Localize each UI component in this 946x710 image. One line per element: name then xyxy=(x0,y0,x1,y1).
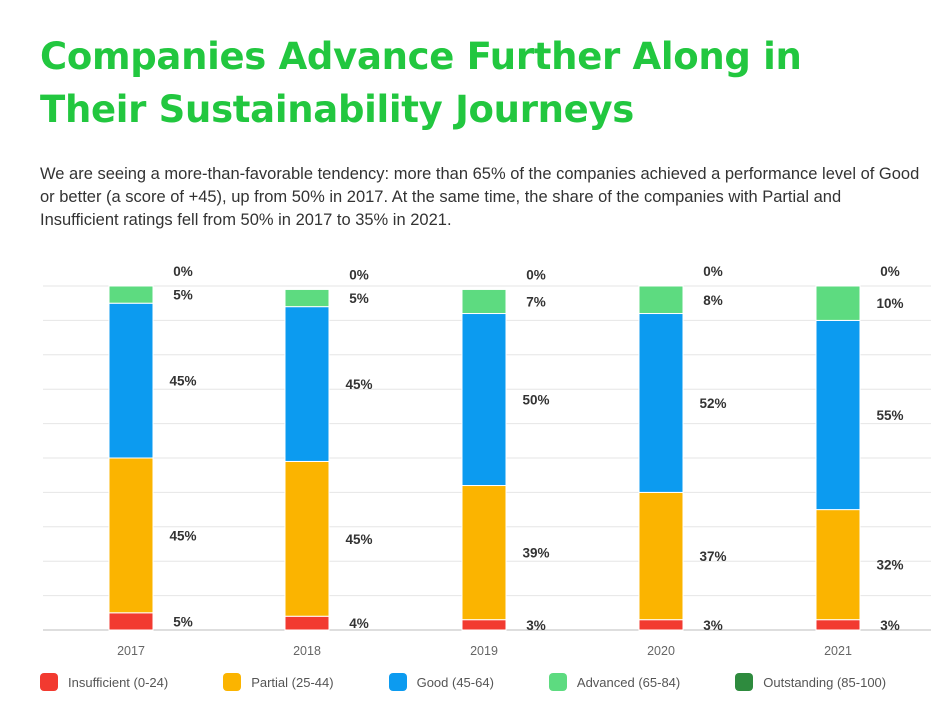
data-label: 4% xyxy=(349,616,369,631)
legend-label: Outstanding (85-100) xyxy=(763,674,887,690)
legend-swatch xyxy=(223,673,242,691)
bar-segment xyxy=(108,457,154,614)
data-label: 55% xyxy=(876,408,903,423)
bar-segment xyxy=(638,491,684,621)
data-label: 52% xyxy=(699,396,726,411)
data-label: 0% xyxy=(880,264,900,279)
legend-swatch xyxy=(548,673,567,691)
bar-segment xyxy=(108,302,154,459)
chart-legend: Insufficient (0-24) Partial (25-44) Good (… xyxy=(40,673,930,691)
data-label: 0% xyxy=(703,264,723,279)
data-label: 7% xyxy=(526,294,546,309)
data-label: 45% xyxy=(345,377,372,392)
data-label: 45% xyxy=(345,532,372,547)
data-label: 5% xyxy=(173,288,193,303)
data-label: 8% xyxy=(703,293,723,308)
x-tick-label: 2019 xyxy=(470,644,498,658)
data-label: 32% xyxy=(876,558,903,573)
bar-segment xyxy=(284,288,330,308)
bar-segment xyxy=(815,619,861,631)
legend-item: Good (45-64) xyxy=(388,673,494,691)
data-label: 3% xyxy=(703,618,723,633)
bar-segment xyxy=(461,619,507,631)
x-tick-label: 2017 xyxy=(117,644,145,658)
bar-segment xyxy=(815,319,861,511)
bar-segment xyxy=(638,619,684,631)
page-subtitle: We are seeing a more-than-favorable tend… xyxy=(40,165,920,229)
bar-segment xyxy=(284,306,330,462)
data-label: 3% xyxy=(526,618,546,633)
legend-label: Partial (25-44) xyxy=(251,674,334,690)
bar-segment xyxy=(815,509,861,621)
bar-segment xyxy=(461,313,507,487)
legend-swatch xyxy=(388,673,407,691)
bar-segment xyxy=(815,285,861,321)
bar-segment xyxy=(638,313,684,493)
data-label: 0% xyxy=(173,264,193,279)
bar-segment xyxy=(284,460,330,617)
bar-segment xyxy=(108,612,154,631)
legend-item: Insufficient (0-24) xyxy=(40,673,168,691)
page-title: Companies Advance Further Along in Their… xyxy=(40,35,802,131)
data-label: 5% xyxy=(349,291,369,306)
stacked-bar-chart: 5% 45% 45% 5% 0% 2017 4% 45% 45% 5% 0% 2018 3% 39% 50%… xyxy=(43,264,931,658)
data-label: 50% xyxy=(522,393,549,408)
x-tick-label: 2018 xyxy=(293,644,321,658)
data-label: 45% xyxy=(169,374,196,389)
x-tick-label: 2021 xyxy=(824,644,852,658)
data-label: 0% xyxy=(349,267,369,282)
data-label: 3% xyxy=(880,618,900,633)
legend-swatch xyxy=(735,673,754,691)
legend-item: Advanced (65-84) xyxy=(548,673,681,691)
data-label: 39% xyxy=(522,546,549,561)
bar-segment xyxy=(638,285,684,315)
data-label: 10% xyxy=(876,296,903,311)
data-label: 45% xyxy=(169,528,196,543)
legend-swatch xyxy=(40,673,58,691)
bar-segment xyxy=(461,485,507,621)
x-tick-label: 2020 xyxy=(647,644,675,658)
bar-segment xyxy=(284,615,330,631)
legend-label: Insufficient (0-24) xyxy=(68,674,169,690)
legend-label: Good (45-64) xyxy=(416,674,494,690)
legend-label: Advanced (65-84) xyxy=(576,674,681,690)
legend-item: Partial (25-44) xyxy=(223,673,334,691)
data-label: 5% xyxy=(173,614,193,629)
data-label: 37% xyxy=(699,549,726,564)
bar-segment xyxy=(108,285,154,304)
data-label: 0% xyxy=(526,267,546,282)
legend-item: Outstanding (85-100) xyxy=(735,673,886,691)
bar-segment xyxy=(461,288,507,315)
